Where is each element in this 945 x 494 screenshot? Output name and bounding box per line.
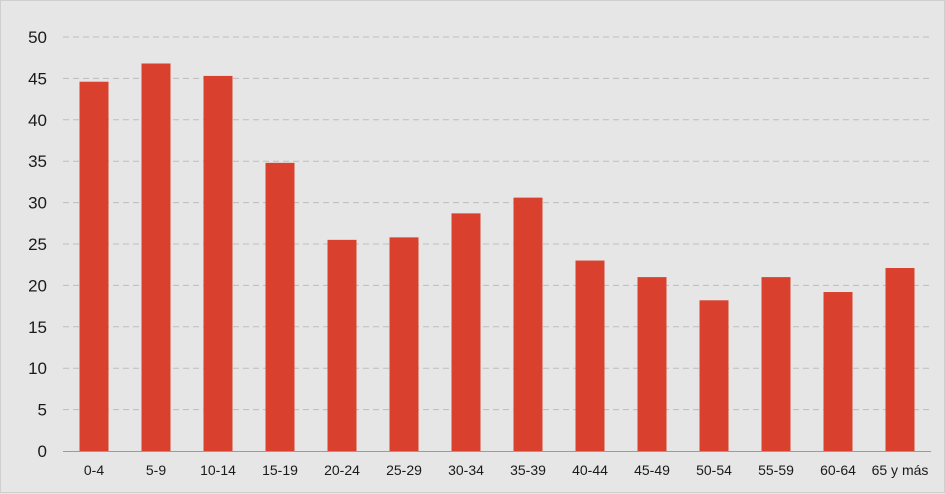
y-tick-label: 35: [28, 152, 47, 171]
bar-65-y-más: [885, 268, 915, 451]
x-tick-label: 50-54: [696, 462, 732, 478]
x-tick-label: 40-44: [572, 462, 608, 478]
bar-55-59: [761, 277, 791, 451]
x-tick-label: 5-9: [146, 462, 166, 478]
bar-35-39: [513, 197, 543, 451]
bar-5-9: [141, 63, 171, 451]
y-axis-tick-labels: 0 5 10 15 20 25 30 35 40 45 50: [28, 28, 47, 461]
bar-0-4: [79, 81, 109, 451]
y-tick-label: 15: [28, 318, 47, 337]
bars: [79, 63, 915, 451]
x-tick-label: 15-19: [262, 462, 298, 478]
bar-25-29: [389, 237, 419, 451]
x-tick-label: 45-49: [634, 462, 670, 478]
bar-20-24: [327, 239, 357, 451]
y-tick-label: 20: [28, 276, 47, 295]
y-tick-label: 5: [38, 401, 47, 420]
grid-lines: [63, 36, 931, 411]
x-tick-label: 35-39: [510, 462, 546, 478]
bar-10-14: [203, 75, 233, 451]
y-tick-label: 25: [28, 235, 47, 254]
bar-40-44: [575, 260, 605, 451]
x-tick-label: 10-14: [200, 462, 236, 478]
x-tick-label: 0-4: [84, 462, 104, 478]
x-tick-label: 25-29: [386, 462, 422, 478]
y-tick-label: 40: [28, 111, 47, 130]
x-tick-label: 55-59: [758, 462, 794, 478]
y-tick-label: 10: [28, 359, 47, 378]
x-tick-label: 65 y más: [872, 462, 929, 478]
x-axis-tick-labels: 0-4 5-9 10-14 15-19 20-24 25-29 30-34 35-39 40-4…: [84, 462, 929, 478]
x-tick-label: 30-34: [448, 462, 484, 478]
y-tick-label: 0: [38, 442, 47, 461]
bar-45-49: [637, 277, 667, 451]
y-tick-label: 30: [28, 194, 47, 213]
x-tick-label: 60-64: [820, 462, 856, 478]
y-tick-label: 45: [28, 69, 47, 88]
bar-50-54: [699, 300, 729, 451]
x-tick-label: 20-24: [324, 462, 360, 478]
bar-15-19: [265, 162, 295, 451]
bar-60-64: [823, 292, 853, 451]
y-tick-label: 50: [28, 28, 47, 47]
bar-30-34: [451, 213, 481, 451]
